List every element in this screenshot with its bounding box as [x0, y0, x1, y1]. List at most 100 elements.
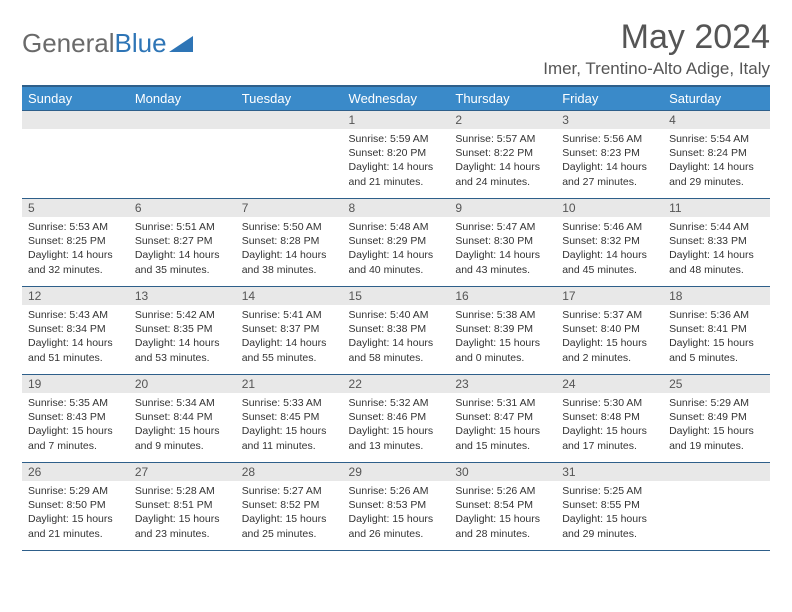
day-number: 28: [236, 463, 343, 481]
calendar-day-cell: [129, 111, 236, 199]
calendar-day-cell: 6Sunrise: 5:51 AMSunset: 8:27 PMDaylight…: [129, 199, 236, 287]
day-details: Sunrise: 5:48 AMSunset: 8:29 PMDaylight:…: [343, 217, 450, 281]
day-number: 25: [663, 375, 770, 393]
day-number: 4: [663, 111, 770, 129]
day-number: 2: [449, 111, 556, 129]
calendar-day-cell: 19Sunrise: 5:35 AMSunset: 8:43 PMDayligh…: [22, 375, 129, 463]
weekday-header: Sunday: [22, 86, 129, 111]
day-number: 21: [236, 375, 343, 393]
day-number-empty: [236, 111, 343, 129]
day-details: Sunrise: 5:57 AMSunset: 8:22 PMDaylight:…: [449, 129, 556, 193]
day-number: 3: [556, 111, 663, 129]
day-number: 20: [129, 375, 236, 393]
calendar-day-cell: 16Sunrise: 5:38 AMSunset: 8:39 PMDayligh…: [449, 287, 556, 375]
day-details: Sunrise: 5:56 AMSunset: 8:23 PMDaylight:…: [556, 129, 663, 193]
day-details: Sunrise: 5:25 AMSunset: 8:55 PMDaylight:…: [556, 481, 663, 545]
day-number: 17: [556, 287, 663, 305]
day-details: Sunrise: 5:43 AMSunset: 8:34 PMDaylight:…: [22, 305, 129, 369]
calendar-day-cell: 29Sunrise: 5:26 AMSunset: 8:53 PMDayligh…: [343, 463, 450, 551]
calendar-day-cell: 18Sunrise: 5:36 AMSunset: 8:41 PMDayligh…: [663, 287, 770, 375]
title-block: May 2024 Imer, Trentino-Alto Adige, Ital…: [543, 18, 770, 79]
calendar-day-cell: 31Sunrise: 5:25 AMSunset: 8:55 PMDayligh…: [556, 463, 663, 551]
calendar-page: GeneralBlue May 2024 Imer, Trentino-Alto…: [0, 0, 792, 612]
day-number: 15: [343, 287, 450, 305]
day-number: 26: [22, 463, 129, 481]
day-details: Sunrise: 5:34 AMSunset: 8:44 PMDaylight:…: [129, 393, 236, 457]
day-number-empty: [663, 463, 770, 481]
location-text: Imer, Trentino-Alto Adige, Italy: [543, 59, 770, 79]
calendar-day-cell: 21Sunrise: 5:33 AMSunset: 8:45 PMDayligh…: [236, 375, 343, 463]
calendar-week-row: 5Sunrise: 5:53 AMSunset: 8:25 PMDaylight…: [22, 199, 770, 287]
day-details: Sunrise: 5:54 AMSunset: 8:24 PMDaylight:…: [663, 129, 770, 193]
calendar-day-cell: 12Sunrise: 5:43 AMSunset: 8:34 PMDayligh…: [22, 287, 129, 375]
calendar-day-cell: 10Sunrise: 5:46 AMSunset: 8:32 PMDayligh…: [556, 199, 663, 287]
calendar-day-cell: 25Sunrise: 5:29 AMSunset: 8:49 PMDayligh…: [663, 375, 770, 463]
calendar-day-cell: 3Sunrise: 5:56 AMSunset: 8:23 PMDaylight…: [556, 111, 663, 199]
day-number: 23: [449, 375, 556, 393]
weekday-header: Friday: [556, 86, 663, 111]
calendar-table: SundayMondayTuesdayWednesdayThursdayFrid…: [22, 85, 770, 551]
day-number: 5: [22, 199, 129, 217]
day-details: Sunrise: 5:51 AMSunset: 8:27 PMDaylight:…: [129, 217, 236, 281]
day-details: Sunrise: 5:46 AMSunset: 8:32 PMDaylight:…: [556, 217, 663, 281]
weekday-header: Thursday: [449, 86, 556, 111]
day-details: Sunrise: 5:27 AMSunset: 8:52 PMDaylight:…: [236, 481, 343, 545]
calendar-day-cell: 14Sunrise: 5:41 AMSunset: 8:37 PMDayligh…: [236, 287, 343, 375]
calendar-week-row: 1Sunrise: 5:59 AMSunset: 8:20 PMDaylight…: [22, 111, 770, 199]
day-details: Sunrise: 5:47 AMSunset: 8:30 PMDaylight:…: [449, 217, 556, 281]
day-details: Sunrise: 5:44 AMSunset: 8:33 PMDaylight:…: [663, 217, 770, 281]
day-details: Sunrise: 5:40 AMSunset: 8:38 PMDaylight:…: [343, 305, 450, 369]
day-details: Sunrise: 5:36 AMSunset: 8:41 PMDaylight:…: [663, 305, 770, 369]
month-title: May 2024: [543, 18, 770, 57]
day-number: 31: [556, 463, 663, 481]
calendar-body: 1Sunrise: 5:59 AMSunset: 8:20 PMDaylight…: [22, 111, 770, 551]
day-number: 8: [343, 199, 450, 217]
day-number: 10: [556, 199, 663, 217]
day-number: 24: [556, 375, 663, 393]
calendar-day-cell: 23Sunrise: 5:31 AMSunset: 8:47 PMDayligh…: [449, 375, 556, 463]
calendar-day-cell: 27Sunrise: 5:28 AMSunset: 8:51 PMDayligh…: [129, 463, 236, 551]
day-details: Sunrise: 5:26 AMSunset: 8:54 PMDaylight:…: [449, 481, 556, 545]
calendar-day-cell: 9Sunrise: 5:47 AMSunset: 8:30 PMDaylight…: [449, 199, 556, 287]
day-details: Sunrise: 5:38 AMSunset: 8:39 PMDaylight:…: [449, 305, 556, 369]
day-number: 1: [343, 111, 450, 129]
calendar-week-row: 19Sunrise: 5:35 AMSunset: 8:43 PMDayligh…: [22, 375, 770, 463]
weekday-header: Monday: [129, 86, 236, 111]
calendar-day-cell: 2Sunrise: 5:57 AMSunset: 8:22 PMDaylight…: [449, 111, 556, 199]
day-number: 6: [129, 199, 236, 217]
day-number: 22: [343, 375, 450, 393]
calendar-week-row: 26Sunrise: 5:29 AMSunset: 8:50 PMDayligh…: [22, 463, 770, 551]
day-details: Sunrise: 5:41 AMSunset: 8:37 PMDaylight:…: [236, 305, 343, 369]
weekday-header-row: SundayMondayTuesdayWednesdayThursdayFrid…: [22, 86, 770, 111]
brand-text-1: General: [22, 28, 115, 59]
day-details: Sunrise: 5:32 AMSunset: 8:46 PMDaylight:…: [343, 393, 450, 457]
day-number: 12: [22, 287, 129, 305]
calendar-day-cell: 15Sunrise: 5:40 AMSunset: 8:38 PMDayligh…: [343, 287, 450, 375]
calendar-day-cell: 20Sunrise: 5:34 AMSunset: 8:44 PMDayligh…: [129, 375, 236, 463]
calendar-day-cell: 30Sunrise: 5:26 AMSunset: 8:54 PMDayligh…: [449, 463, 556, 551]
day-number: 29: [343, 463, 450, 481]
calendar-day-cell: 5Sunrise: 5:53 AMSunset: 8:25 PMDaylight…: [22, 199, 129, 287]
day-details: Sunrise: 5:26 AMSunset: 8:53 PMDaylight:…: [343, 481, 450, 545]
header: GeneralBlue May 2024 Imer, Trentino-Alto…: [22, 18, 770, 79]
day-details: Sunrise: 5:28 AMSunset: 8:51 PMDaylight:…: [129, 481, 236, 545]
calendar-day-cell: 17Sunrise: 5:37 AMSunset: 8:40 PMDayligh…: [556, 287, 663, 375]
day-number: 9: [449, 199, 556, 217]
calendar-day-cell: [22, 111, 129, 199]
day-details: Sunrise: 5:35 AMSunset: 8:43 PMDaylight:…: [22, 393, 129, 457]
day-number: 11: [663, 199, 770, 217]
calendar-day-cell: 11Sunrise: 5:44 AMSunset: 8:33 PMDayligh…: [663, 199, 770, 287]
calendar-day-cell: 4Sunrise: 5:54 AMSunset: 8:24 PMDaylight…: [663, 111, 770, 199]
weekday-header: Saturday: [663, 86, 770, 111]
day-number: 14: [236, 287, 343, 305]
day-details: Sunrise: 5:50 AMSunset: 8:28 PMDaylight:…: [236, 217, 343, 281]
day-details: Sunrise: 5:33 AMSunset: 8:45 PMDaylight:…: [236, 393, 343, 457]
day-number-empty: [129, 111, 236, 129]
calendar-day-cell: [236, 111, 343, 199]
calendar-day-cell: 7Sunrise: 5:50 AMSunset: 8:28 PMDaylight…: [236, 199, 343, 287]
calendar-day-cell: 1Sunrise: 5:59 AMSunset: 8:20 PMDaylight…: [343, 111, 450, 199]
day-details: Sunrise: 5:42 AMSunset: 8:35 PMDaylight:…: [129, 305, 236, 369]
calendar-week-row: 12Sunrise: 5:43 AMSunset: 8:34 PMDayligh…: [22, 287, 770, 375]
calendar-day-cell: 26Sunrise: 5:29 AMSunset: 8:50 PMDayligh…: [22, 463, 129, 551]
brand-triangle-icon: [169, 34, 195, 54]
